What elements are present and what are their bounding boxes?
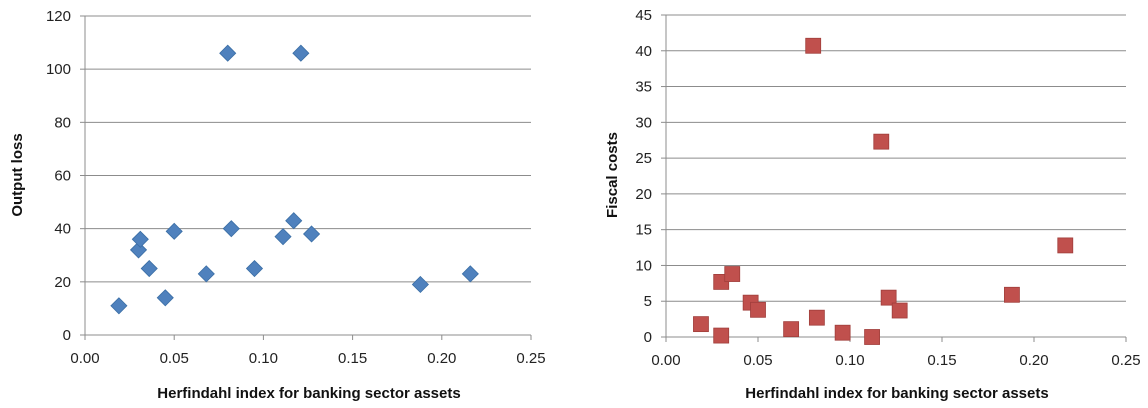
y-tick-label: 15 xyxy=(635,222,652,239)
x-tick-label: 0.15 xyxy=(338,350,367,367)
data-point xyxy=(724,266,741,282)
data-point xyxy=(131,230,149,248)
output-loss-chart: Output loss Herfindahl index for banking… xyxy=(9,8,546,402)
data-point xyxy=(1057,237,1074,254)
x-axis-title: Herfindahl index for banking sector asse… xyxy=(745,385,1048,402)
data-point xyxy=(140,259,158,278)
x-tick-label: 0.20 xyxy=(1019,352,1048,369)
data-point xyxy=(693,316,709,333)
data-point xyxy=(805,37,822,54)
y-tick-label: 5 xyxy=(644,293,652,310)
data-points xyxy=(693,37,1074,345)
y-tick-label: 30 xyxy=(635,114,652,131)
x-tick-label: 0.15 xyxy=(927,352,956,369)
x-tick-label: 0.10 xyxy=(249,350,278,367)
data-point xyxy=(129,241,148,259)
x-tick-label: 0.00 xyxy=(70,350,99,367)
gridlines xyxy=(85,15,531,283)
data-point xyxy=(219,44,237,62)
data-point xyxy=(808,309,825,326)
data-point xyxy=(880,289,897,306)
y-tick-label: 40 xyxy=(54,221,71,238)
data-point xyxy=(197,265,215,283)
y-tick-label: 45 xyxy=(635,7,652,24)
y-tick-label: 20 xyxy=(54,274,71,291)
data-point xyxy=(245,259,264,278)
x-tick-label: 0.05 xyxy=(743,352,772,369)
y-tick-label: 25 xyxy=(635,150,652,167)
y-tick-label: 40 xyxy=(635,43,652,60)
fiscal-costs-chart: Fiscal costs Herfindahl index for bankin… xyxy=(604,7,1141,402)
y-tick-label: 60 xyxy=(54,168,71,185)
x-axis-title: Herfindahl index for banking sector asse… xyxy=(157,385,460,402)
y-tick-label: 0 xyxy=(63,327,71,344)
data-point xyxy=(461,265,479,283)
data-point xyxy=(110,297,128,315)
x-tick-label: 0.25 xyxy=(1111,352,1140,369)
gridlines xyxy=(666,14,1126,302)
x-tick-label: 0.00 xyxy=(651,352,680,369)
x-tick-label: 0.05 xyxy=(160,350,189,367)
data-point xyxy=(156,289,174,307)
data-point xyxy=(713,327,730,344)
data-point xyxy=(750,301,766,318)
y-tick-label: 100 xyxy=(46,61,71,78)
x-tick-label: 0.25 xyxy=(516,350,545,367)
data-point xyxy=(292,44,310,62)
y-axis-title: Fiscal costs xyxy=(604,132,621,218)
x-tick-label: 0.20 xyxy=(427,350,456,367)
y-tick-label: 120 xyxy=(46,8,71,25)
data-point xyxy=(411,275,429,294)
data-point xyxy=(1004,286,1020,303)
data-point xyxy=(873,133,890,150)
y-tick-label: 20 xyxy=(635,186,652,203)
y-tick-label: 35 xyxy=(635,79,652,96)
y-tick-label: 0 xyxy=(644,329,652,346)
data-point xyxy=(285,212,303,230)
data-point xyxy=(303,225,321,243)
data-point xyxy=(165,222,183,240)
data-point xyxy=(222,220,240,238)
data-point xyxy=(864,329,880,345)
data-point xyxy=(891,302,908,319)
y-axis-title: Output loss xyxy=(9,133,26,216)
data-point xyxy=(834,324,851,341)
data-point xyxy=(274,228,292,246)
data-points xyxy=(110,44,479,315)
x-tick-label: 0.10 xyxy=(835,352,864,369)
data-point xyxy=(783,321,800,338)
y-tick-label: 80 xyxy=(54,114,71,131)
y-tick-label: 10 xyxy=(635,257,652,274)
